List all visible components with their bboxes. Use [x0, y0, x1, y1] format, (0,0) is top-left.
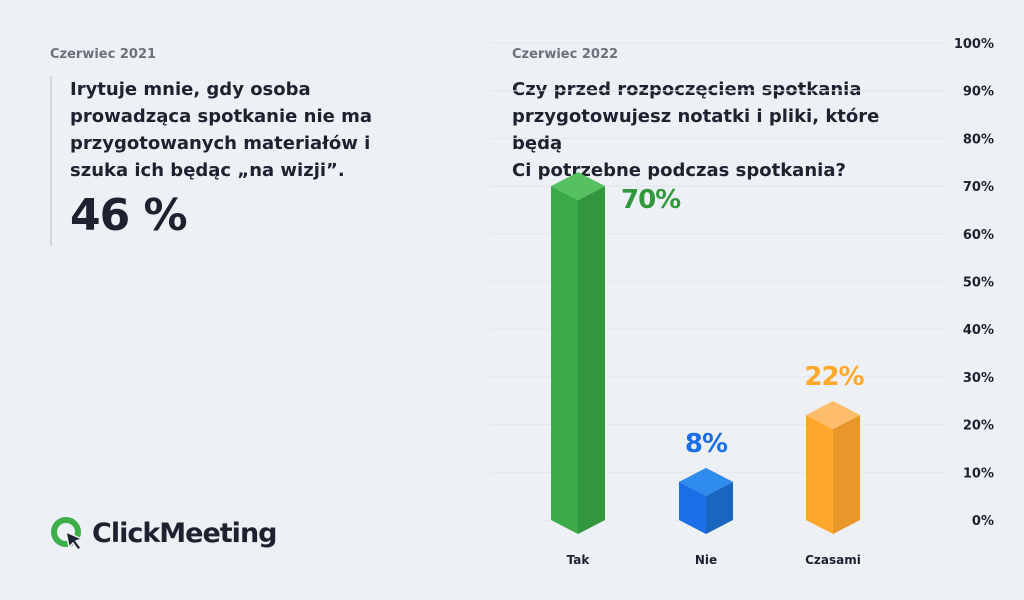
bar-side [578, 186, 605, 534]
y-tick-label: 80% [963, 132, 994, 147]
left-quote-block: Irytuje mnie, gdy osoba prowadząca spotk… [50, 76, 390, 246]
bar-front [679, 481, 706, 534]
bar-side [833, 415, 860, 534]
left-question: Irytuje mnie, gdy osoba prowadząca spotk… [70, 79, 373, 181]
bar-top [806, 401, 860, 430]
x-tick-label: Tak [567, 553, 591, 567]
clickmeeting-logo: ClickMeeting [50, 515, 277, 551]
x-tick-label: Nie [695, 553, 717, 567]
y-tick-label: 70% [963, 180, 994, 195]
bar-top [679, 467, 733, 496]
right-date: Czerwiec 2022 [512, 47, 619, 62]
left-date: Czerwiec 2021 [50, 47, 157, 62]
data-label: 22% [804, 362, 864, 392]
x-tick-label: Czasami [805, 553, 861, 567]
left-stat: 46 % [70, 190, 188, 241]
y-tick-label: 10% [963, 466, 994, 481]
y-tick-label: 40% [963, 323, 994, 338]
y-tick-label: 0% [972, 514, 994, 529]
chart-question: Czy przed rozpoczęciem spotkania przygot… [512, 79, 880, 181]
y-tick-label: 20% [963, 419, 994, 434]
logo-icon [51, 517, 85, 551]
bar-front [551, 186, 578, 534]
data-label: 8% [685, 429, 728, 459]
y-tick-label: 30% [963, 371, 994, 386]
y-tick-label: 50% [963, 276, 994, 291]
y-tick-label: 60% [963, 228, 994, 243]
bar-front [806, 415, 833, 534]
y-tick-label: 100% [954, 37, 994, 52]
bar-top [551, 172, 605, 201]
logo-text: ClickMeeting [92, 517, 277, 549]
bar-side [706, 481, 733, 534]
y-tick-label: 90% [963, 85, 994, 100]
data-label: 70% [621, 185, 681, 215]
